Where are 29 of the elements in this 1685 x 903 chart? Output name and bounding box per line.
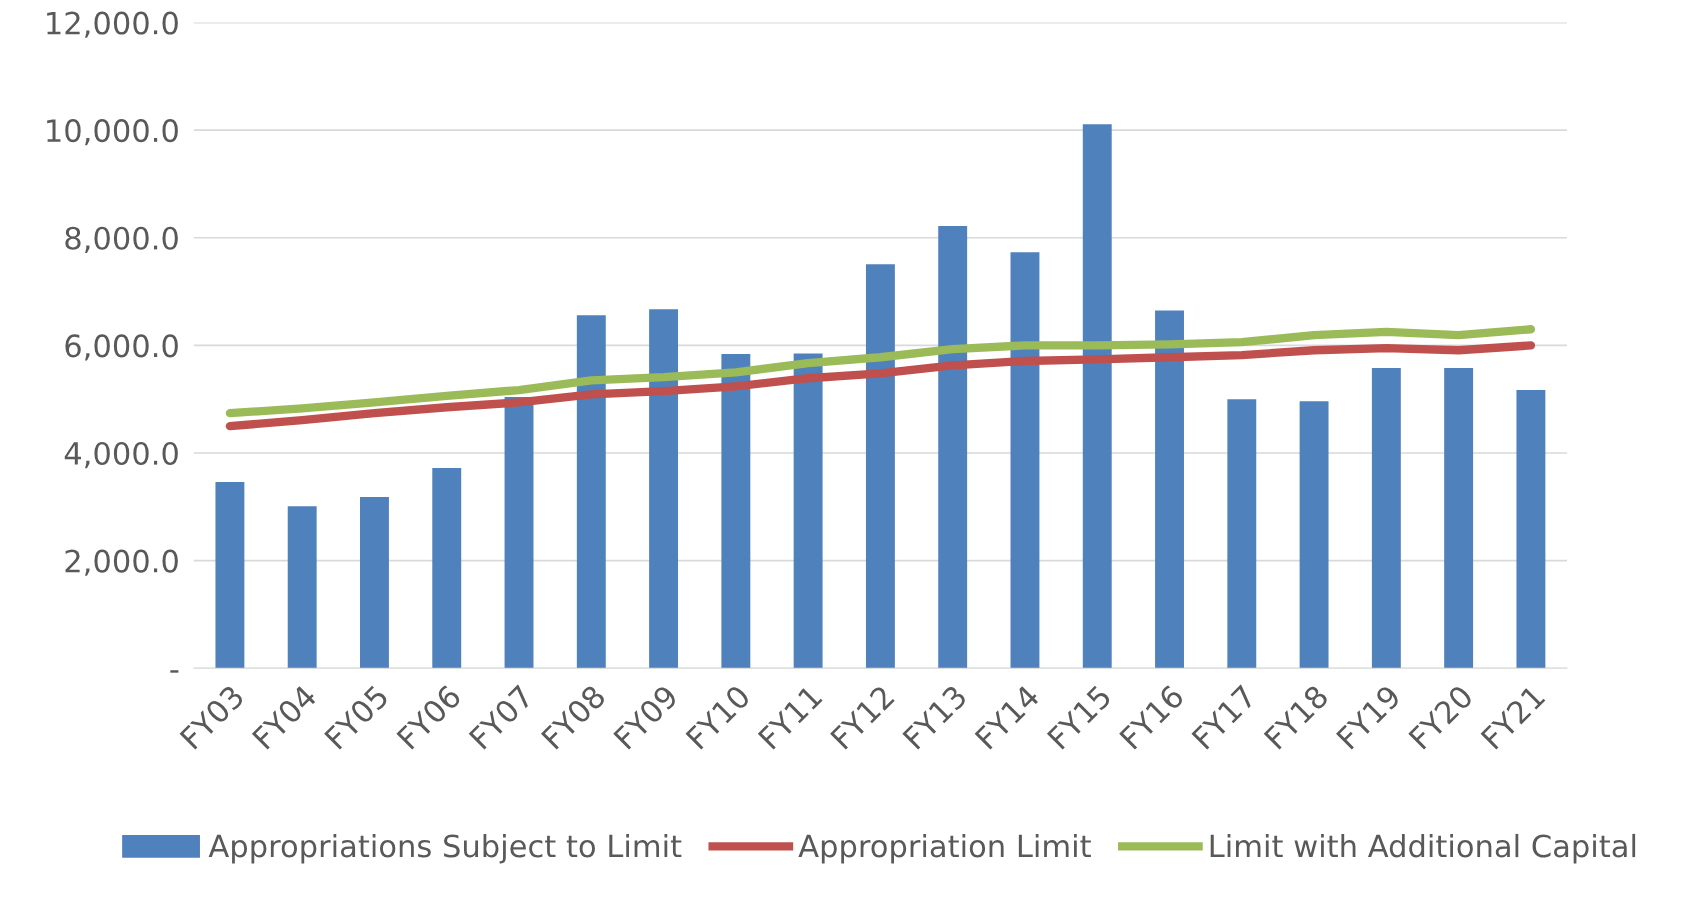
y-tick-label: 2,000.0 [65,549,178,576]
legend-label: Appropriations Subject to Limit [208,833,682,864]
bar [215,482,245,669]
bar [576,315,606,669]
bar [649,309,679,669]
bar [360,497,389,669]
bar [1082,124,1112,669]
bar [1155,310,1184,669]
y-tick-label: 6,000.0 [65,334,178,361]
bar [1010,252,1040,669]
y-tick-label: 4,000.0 [64,441,178,469]
bar [721,354,751,669]
y-tick-label: 8,000.0 [65,226,178,253]
y-tick-label: - [170,670,179,673]
legend-label: Appropriation Limit [798,833,1091,864]
bar [287,506,317,669]
y-tick-label: 10,000.0 [47,119,178,146]
bar [793,353,823,669]
bar [432,468,462,669]
bar [1227,399,1257,669]
bar [1371,368,1401,669]
bar [504,397,534,669]
bar [1516,390,1546,669]
bar [1299,401,1329,669]
bar [938,225,968,669]
legend-label: Limit with Additional Capital [1210,833,1636,864]
y-tick-label: 12,000.0 [47,11,178,38]
bar [1444,368,1474,669]
bar [865,264,895,669]
